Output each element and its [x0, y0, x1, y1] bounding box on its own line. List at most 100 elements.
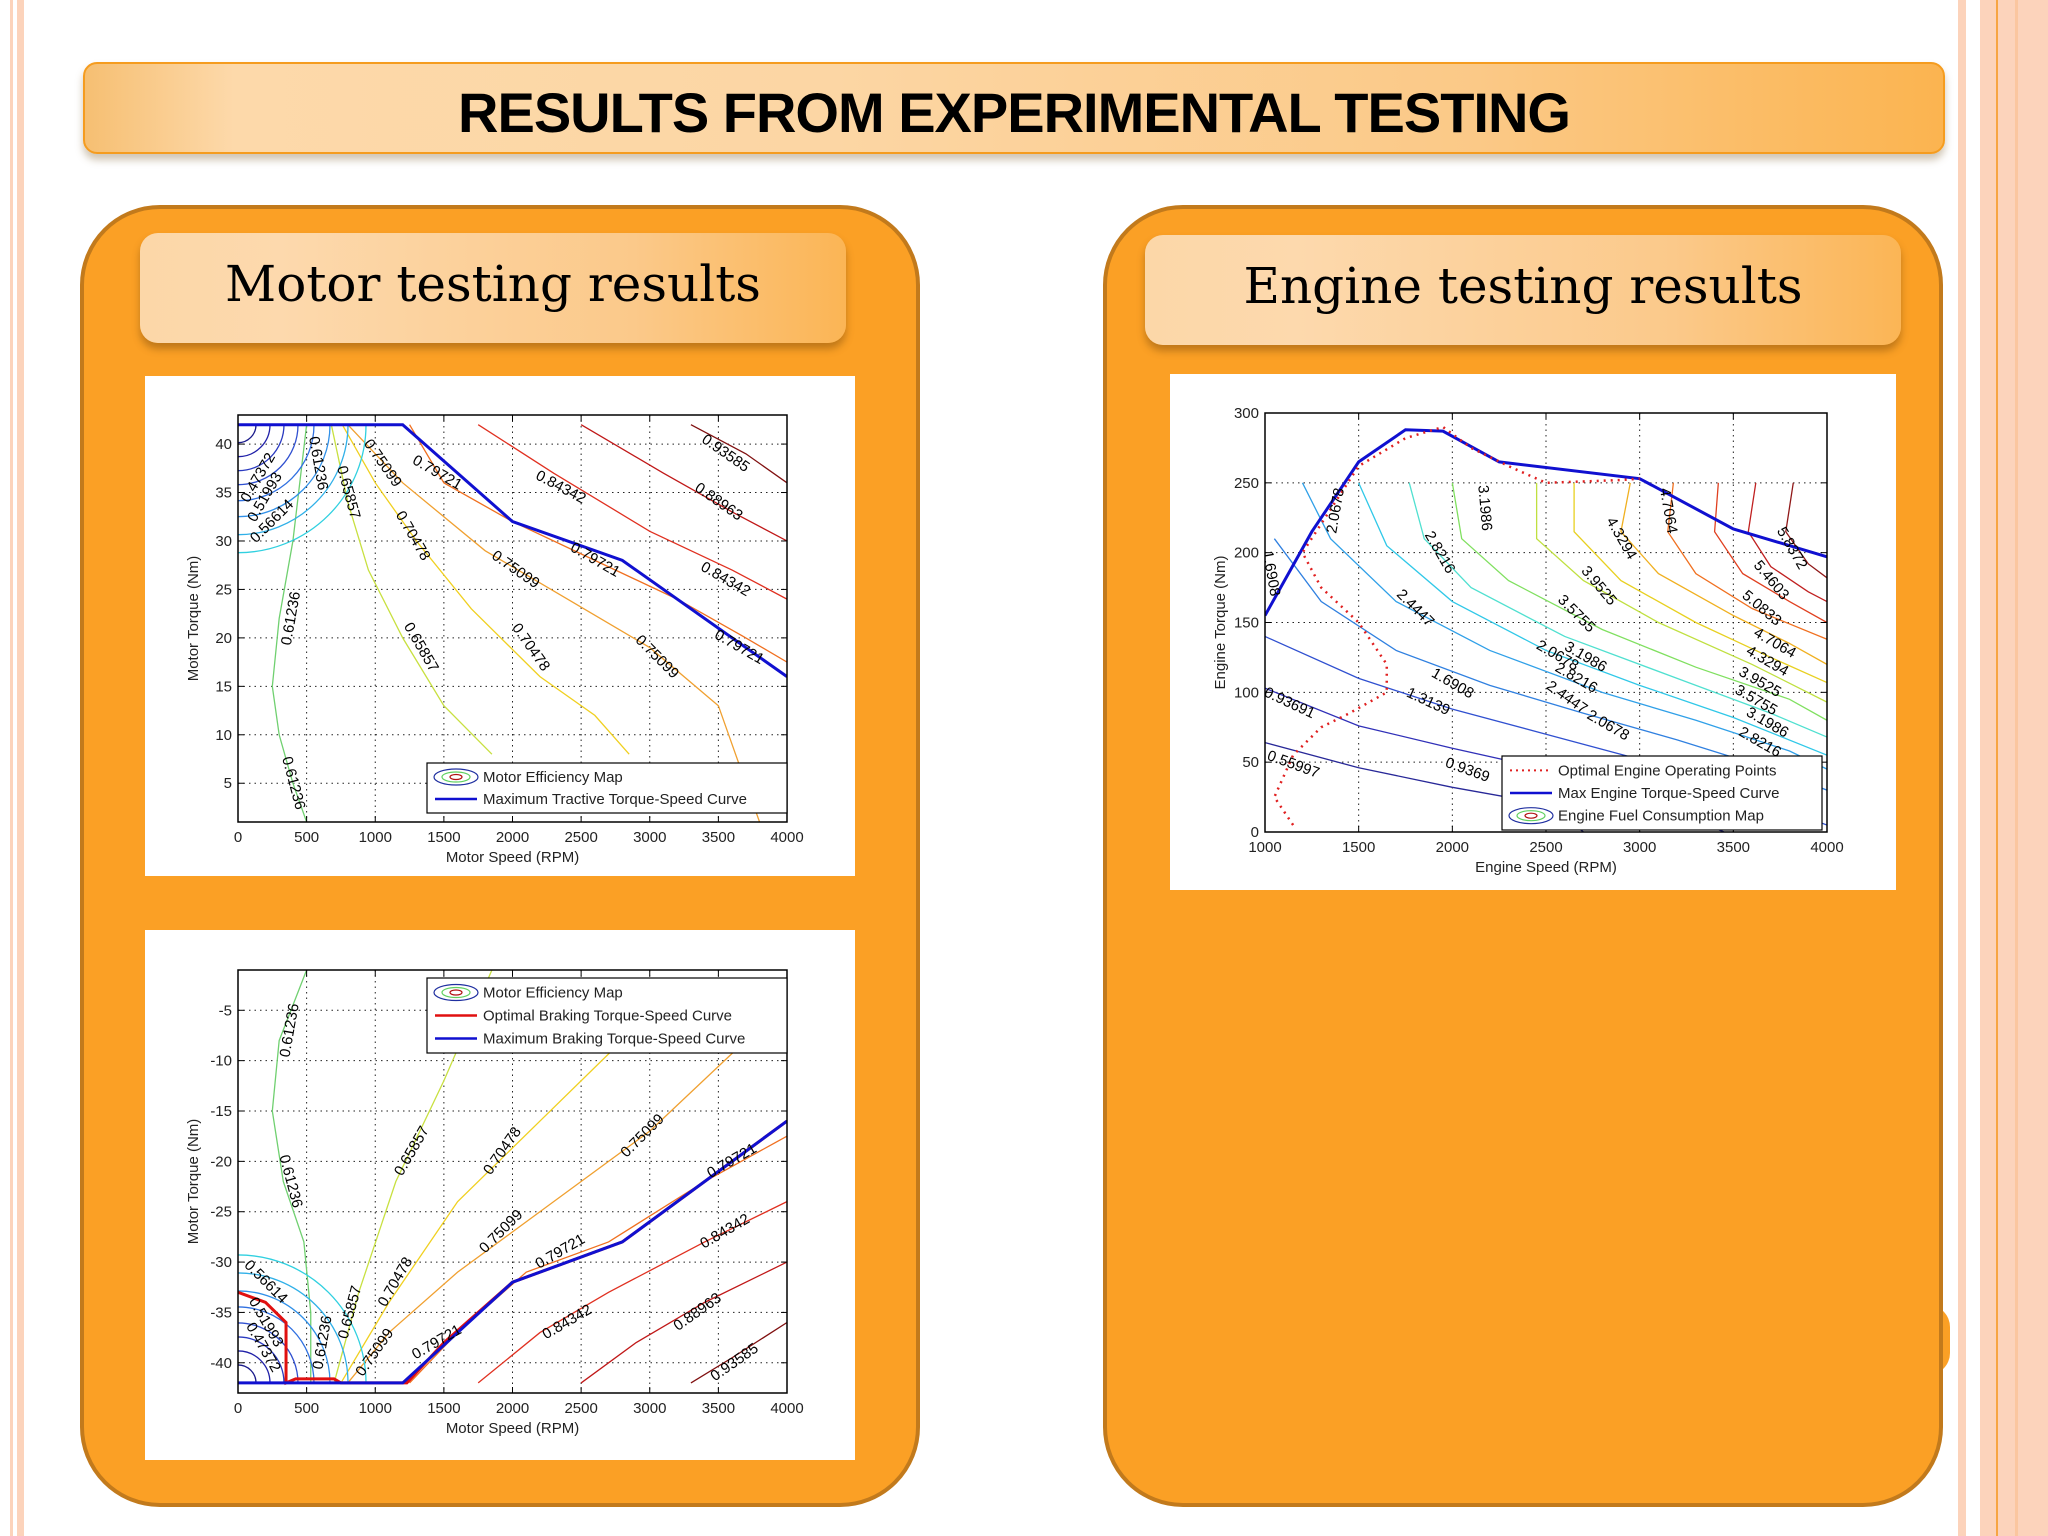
svg-text:Motor Speed (RPM): Motor Speed (RPM) — [446, 1420, 579, 1437]
svg-text:4000: 4000 — [770, 829, 803, 846]
motor-panel-title: Motor testing results — [225, 255, 761, 313]
svg-text:1.6908: 1.6908 — [1259, 549, 1284, 597]
motor-traction-plot: 0.473720.519930.566140.612360.658570.750… — [185, 414, 804, 866]
svg-text:-5: -5 — [219, 1002, 232, 1019]
svg-text:35: 35 — [215, 485, 232, 502]
svg-text:1000: 1000 — [359, 829, 392, 846]
left-border-stripe — [17, 0, 24, 1536]
svg-text:2000: 2000 — [496, 1400, 529, 1417]
right-border-line — [1996, 0, 1998, 1536]
svg-text:Motor Torque (Nm): Motor Torque (Nm) — [185, 556, 202, 682]
svg-text:Engine Speed (RPM): Engine Speed (RPM) — [1475, 859, 1617, 876]
svg-text:300: 300 — [1234, 405, 1259, 422]
svg-text:2.0678: 2.0678 — [1584, 707, 1632, 745]
svg-text:2500: 2500 — [564, 1400, 597, 1417]
engine-panel-header: Engine testing results — [1145, 235, 1901, 345]
svg-text:25: 25 — [215, 581, 232, 598]
svg-text:50: 50 — [1242, 754, 1259, 771]
svg-text:0.84342: 0.84342 — [697, 1210, 752, 1252]
svg-text:Engine Fuel Consumption Map: Engine Fuel Consumption Map — [1558, 808, 1764, 825]
svg-text:0.61236: 0.61236 — [275, 1153, 305, 1210]
svg-text:-15: -15 — [210, 1103, 232, 1120]
svg-text:0.84342: 0.84342 — [539, 1301, 594, 1343]
svg-text:0.75099: 0.75099 — [617, 1111, 667, 1161]
right-border-line — [2015, 0, 2018, 1536]
svg-text:1.3139: 1.3139 — [1404, 684, 1453, 719]
svg-text:0.70478: 0.70478 — [480, 1124, 525, 1178]
svg-text:0.70478: 0.70478 — [392, 508, 434, 563]
svg-text:Maximum Tractive Torque-Speed: Maximum Tractive Torque-Speed Curve — [483, 791, 747, 808]
svg-text:-20: -20 — [210, 1153, 232, 1170]
svg-text:-10: -10 — [210, 1053, 232, 1070]
svg-text:0.61236: 0.61236 — [309, 1314, 335, 1370]
svg-text:-25: -25 — [210, 1204, 232, 1221]
svg-text:3.9525: 3.9525 — [1578, 563, 1621, 609]
svg-text:1000: 1000 — [359, 1400, 392, 1417]
svg-text:0.65857: 0.65857 — [400, 620, 442, 675]
engine-fuel-chart: 1.6908 2.0678 3.1986 2.8216 2.4447 4.7064 4.32… — [1170, 374, 1896, 890]
svg-text:2500: 2500 — [564, 829, 597, 846]
svg-text:0.93585: 0.93585 — [707, 1340, 761, 1385]
slide-title: RESULTS FROM EXPERIMENTAL TESTING — [458, 81, 1571, 144]
svg-text:0.75099: 0.75099 — [476, 1206, 526, 1256]
svg-text:-30: -30 — [210, 1254, 232, 1271]
svg-text:3.5755: 3.5755 — [1554, 592, 1598, 636]
svg-text:150: 150 — [1234, 615, 1259, 632]
svg-text:0.56614: 0.56614 — [241, 1257, 291, 1307]
svg-text:4000: 4000 — [770, 1400, 803, 1417]
svg-text:0: 0 — [1251, 824, 1259, 841]
svg-text:Max Engine Torque-Speed Curve: Max Engine Torque-Speed Curve — [1558, 785, 1780, 802]
svg-text:Maximum Braking Torque-Speed C: Maximum Braking Torque-Speed Curve — [483, 1031, 745, 1048]
svg-text:0: 0 — [234, 829, 242, 846]
svg-text:1500: 1500 — [427, 829, 460, 846]
svg-text:0.61236: 0.61236 — [277, 1002, 303, 1058]
svg-text:-35: -35 — [210, 1304, 232, 1321]
svg-text:2.0678: 2.0678 — [1323, 487, 1348, 535]
svg-text:0.61236: 0.61236 — [278, 590, 304, 646]
svg-text:-40: -40 — [210, 1355, 232, 1372]
svg-text:40: 40 — [215, 436, 232, 453]
svg-text:500: 500 — [294, 829, 319, 846]
svg-text:0.84342: 0.84342 — [533, 467, 589, 507]
svg-text:Motor Efficiency Map: Motor Efficiency Map — [483, 985, 623, 1002]
svg-text:2000: 2000 — [496, 829, 529, 846]
slide-title-bar: RESULTS FROM EXPERIMENTAL TESTING — [83, 62, 1945, 154]
svg-text:3500: 3500 — [702, 829, 735, 846]
svg-text:0.79721: 0.79721 — [711, 626, 766, 668]
svg-text:30: 30 — [215, 533, 232, 550]
svg-text:0.9369: 0.9369 — [1443, 754, 1492, 786]
svg-text:500: 500 — [294, 1400, 319, 1417]
svg-text:3000: 3000 — [633, 829, 666, 846]
svg-text:Engine Torque (Nm): Engine Torque (Nm) — [1212, 556, 1229, 690]
svg-text:0.55997: 0.55997 — [1265, 747, 1322, 782]
svg-text:Motor Efficiency Map: Motor Efficiency Map — [483, 769, 623, 786]
engine-panel-title: Engine testing results — [1243, 257, 1803, 315]
svg-text:0.70478: 0.70478 — [508, 620, 553, 674]
right-border-stripe — [1958, 0, 1966, 1536]
motor-traction-chart: 0.47372 0.51993 0.56614 0.61236 0.65857 0.750… — [145, 376, 855, 876]
svg-text:1500: 1500 — [427, 1400, 460, 1417]
svg-text:Optimal Engine Operating Point: Optimal Engine Operating Points — [1558, 762, 1776, 779]
svg-text:0.93691: 0.93691 — [1261, 684, 1317, 722]
svg-text:0.88963: 0.88963 — [692, 479, 746, 524]
motor-panel-header: Motor testing results — [140, 233, 846, 343]
svg-text:200: 200 — [1234, 545, 1259, 562]
svg-text:Motor Speed (RPM): Motor Speed (RPM) — [446, 849, 579, 866]
svg-text:0.79721: 0.79721 — [567, 539, 622, 581]
svg-text:Motor Torque (Nm): Motor Torque (Nm) — [185, 1119, 202, 1245]
svg-text:4.7064: 4.7064 — [1656, 487, 1681, 535]
motor-braking-chart: 0.61236 0.61236 0.65857 0.70478 0.75099 0.797… — [145, 930, 855, 1460]
svg-text:0.70478: 0.70478 — [374, 1254, 416, 1309]
svg-text:0.75099: 0.75099 — [632, 632, 682, 682]
svg-text:4000: 4000 — [1810, 839, 1843, 856]
svg-text:3500: 3500 — [702, 1400, 735, 1417]
svg-text:2500: 2500 — [1529, 839, 1562, 856]
left-border-stripe — [10, 0, 13, 1536]
svg-text:250: 250 — [1234, 475, 1259, 492]
right-border-stripe — [1980, 0, 2048, 1536]
svg-text:2.4447: 2.4447 — [1393, 586, 1437, 630]
svg-text:1000: 1000 — [1248, 839, 1281, 856]
svg-text:15: 15 — [215, 678, 232, 695]
